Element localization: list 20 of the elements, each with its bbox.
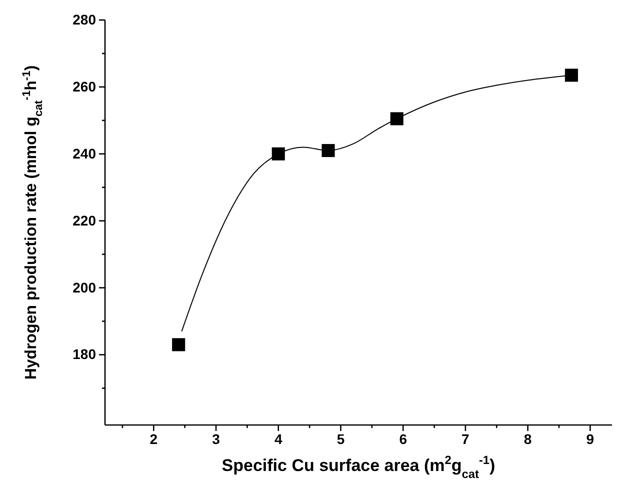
point xyxy=(172,338,186,352)
y-tick-label: 240 xyxy=(72,145,96,162)
y-tick-label: 180 xyxy=(72,346,96,362)
x-axis-title: Specific Cu surface area (m$^{2}$g$_{cat}$$^{-1}$) xyxy=(222,453,496,481)
point xyxy=(564,68,578,82)
point xyxy=(272,147,285,160)
x-tick-label: 8 xyxy=(524,430,532,447)
point xyxy=(390,112,404,126)
y-tick-label: 200 xyxy=(72,279,96,296)
x-tick-label: 2 xyxy=(150,430,158,447)
y-tick-label: 260 xyxy=(72,78,96,94)
x-tick-label: 6 xyxy=(399,430,408,447)
point xyxy=(322,144,335,158)
x-tick-label: 4 xyxy=(274,430,282,447)
y-tick-label: 220 xyxy=(72,212,96,228)
y-tick-label: 280 xyxy=(72,11,96,28)
x-tick-label: 7 xyxy=(462,430,470,447)
x-tick-label: 9 xyxy=(586,430,594,447)
x-tick-label: 5 xyxy=(336,430,345,447)
x-tick-label: 3 xyxy=(212,430,220,447)
